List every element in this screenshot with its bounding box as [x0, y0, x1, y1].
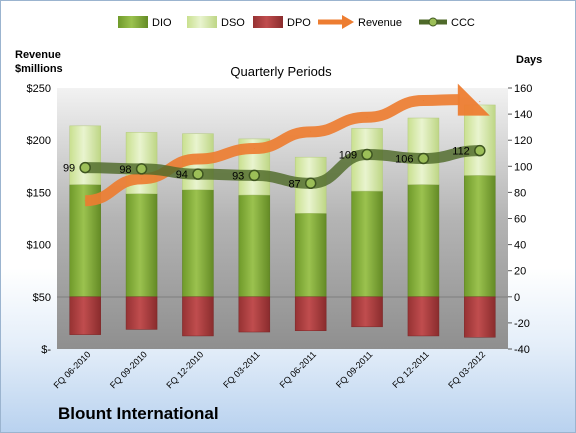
y-left-tick-label: $50 — [33, 292, 51, 304]
ccc-marker — [248, 169, 261, 182]
bar-dpo — [407, 296, 440, 337]
revenue-series — [84, 83, 490, 207]
y-right-tick-label: 80 — [514, 187, 526, 199]
legend-item-dpo: DPO — [253, 16, 311, 29]
bar-dso — [407, 117, 440, 185]
bar-dso — [69, 125, 101, 185]
y-left-tick-label: $150 — [27, 187, 51, 199]
ccc-marker — [474, 144, 486, 157]
y-right-tick-label: -40 — [514, 344, 530, 356]
x-tick-label: FQ 12-2010 — [164, 349, 205, 390]
revenue-line — [84, 94, 460, 207]
bar-dio — [464, 175, 496, 298]
ccc-marker — [135, 163, 148, 175]
y-right-tick-label: 100 — [514, 161, 532, 173]
legend-swatch-dpo — [253, 16, 283, 28]
ccc-data-label: 106 — [395, 153, 413, 165]
revenue-point — [84, 200, 86, 202]
revenue-point — [253, 148, 255, 150]
bar-dpo — [182, 296, 214, 337]
y-right-tick-label: -20 — [514, 318, 530, 330]
legend-swatch-dio — [118, 16, 148, 28]
y-left-tick-label: $- — [41, 344, 51, 356]
legend-label-dso: DSO — [221, 17, 245, 29]
bar-dso — [464, 104, 496, 176]
x-tick-label: FQ 09-2010 — [108, 349, 149, 390]
bar-dio — [125, 193, 158, 298]
legend-label-revenue: Revenue — [358, 17, 402, 29]
ccc-data-label: 112 — [452, 146, 470, 158]
revenue-point — [197, 158, 199, 160]
revenue-point — [366, 116, 368, 118]
legend-item-revenue: Revenue — [318, 15, 402, 29]
y-right-tick-label: 160 — [514, 83, 532, 95]
x-tick-label: FQ 03-2012 — [446, 349, 487, 390]
revenue-point — [479, 101, 481, 103]
ccc-series: 99 98 94 93 87 109 106 112 — [63, 144, 486, 190]
x-tick-label: FQ 12-2011 — [390, 349, 431, 390]
x-tick-label: FQ 09-2011 — [334, 349, 375, 390]
bar-dio — [294, 213, 327, 298]
legend-marker — [428, 17, 438, 27]
ccc-data-label: 93 — [232, 170, 244, 182]
revenue-point — [422, 100, 424, 102]
y-right-tick-label: 140 — [514, 109, 532, 121]
ccc-data-label: 87 — [288, 178, 300, 190]
bar-dpo — [125, 296, 158, 330]
y-axis-right-ticks: -40 -20 0 20 40 60 80 100 120 140 160 — [508, 83, 532, 356]
y-left-tick-label: $200 — [27, 135, 51, 147]
bar-dio — [182, 189, 214, 298]
ccc-data-label: 98 — [119, 164, 131, 176]
legend-item-dso: DSO — [187, 16, 245, 29]
x-axis-ticks: FQ 06-2010 FQ 09-2010 FQ 12-2010 FQ 03-2011… — [52, 349, 488, 390]
x-tick-label: FQ 06-2010 — [52, 349, 93, 390]
y-right-tick-label: 0 — [514, 292, 520, 304]
y-axis-left-label-line: $millions — [15, 63, 63, 75]
y-axis-left-ticks: $- $50 $100 $150 $200 $250 — [27, 83, 52, 356]
x-tick-label: FQ 06-2011 — [278, 349, 319, 390]
ccc-data-label: 94 — [176, 169, 188, 181]
ccc-marker — [79, 161, 91, 174]
ccc-marker — [192, 168, 204, 180]
plot-area — [57, 88, 508, 349]
y-left-tick-label: $100 — [27, 240, 51, 252]
legend-label-ccc: CCC — [451, 17, 475, 29]
y-right-tick-label: 20 — [514, 266, 526, 278]
y-right-tick-label: 120 — [514, 135, 532, 147]
bar-dpo — [351, 296, 383, 328]
legend-swatch-dso — [187, 16, 217, 28]
bar-dpo — [238, 296, 271, 333]
revenue-point — [141, 178, 143, 180]
revenue-arrowhead — [457, 83, 490, 116]
ccc-data-label: 99 — [63, 163, 75, 175]
bar-dio — [407, 184, 440, 298]
x-tick-label: FQ 03-2011 — [221, 349, 262, 390]
y-right-tick-label: 40 — [514, 240, 526, 252]
company-name: Blount International — [58, 404, 219, 423]
legend-item-ccc: CCC — [419, 17, 475, 29]
ccc-data-label: 109 — [339, 150, 357, 162]
bar-dio — [238, 194, 271, 298]
y-axis-right-label: Days — [516, 54, 542, 66]
bar-dpo — [294, 296, 327, 331]
bar-dpo — [464, 296, 496, 338]
legend: DIO DSO DPO Revenue CCC — [118, 15, 475, 29]
legend-arrowhead — [342, 15, 354, 29]
ccc-marker — [304, 177, 317, 190]
y-axis-left-label: Revenue $millions — [15, 49, 63, 75]
ccc-marker — [417, 152, 430, 165]
bar-dpo — [69, 296, 101, 335]
y-left-tick-label: $250 — [27, 83, 51, 95]
legend-label-dpo: DPO — [287, 17, 311, 29]
ccc-marker — [361, 148, 373, 161]
chart-title: Quarterly Periods — [230, 64, 332, 79]
y-right-tick-label: 60 — [514, 214, 526, 226]
legend-item-dio: DIO — [118, 16, 172, 29]
y-axis-left-label-line: Revenue — [15, 49, 61, 61]
bar-dio — [351, 190, 383, 298]
revenue-point — [310, 131, 312, 133]
legend-label-dio: DIO — [152, 17, 172, 29]
